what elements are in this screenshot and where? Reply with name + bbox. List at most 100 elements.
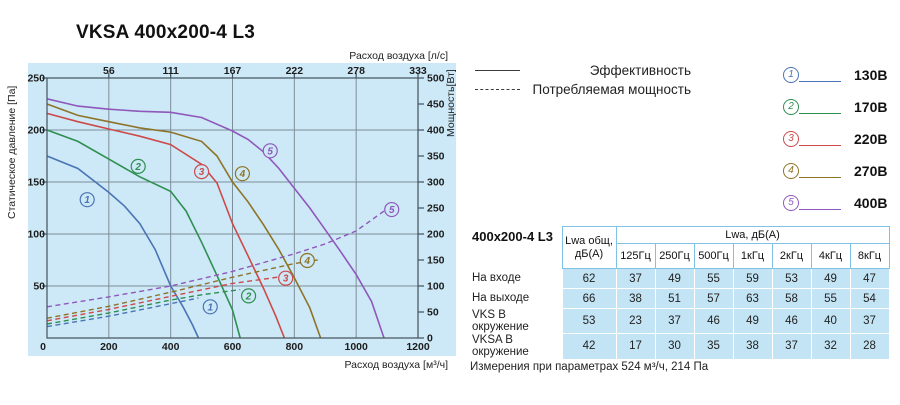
series-label-number: 4 xyxy=(239,169,246,180)
table-row: VKS В окружение 53 23 37 46 49 46 40 37 xyxy=(470,307,890,335)
axis-tick-label: 100 xyxy=(427,281,445,293)
series-label-number: 2 xyxy=(134,162,141,173)
voltage-number-circle-icon: 2 xyxy=(783,99,799,115)
voltage-legend-item: 4 270В xyxy=(783,155,887,187)
series-label-circle xyxy=(278,270,294,286)
table-cell: 58 xyxy=(771,288,812,309)
table-freq-header: 250Гц xyxy=(654,243,695,269)
voltage-color-line xyxy=(799,176,841,179)
measurement-note: Измерения при параметрах 524 м³/ч, 214 П… xyxy=(470,361,709,373)
series-label-circle xyxy=(193,163,210,180)
acoustic-table: 400x200-4 L3 Lwa общ, дБ(A) Lwa, дБ(A) 125Г… xyxy=(470,226,890,360)
voltage-color-line xyxy=(799,208,841,211)
voltage-legend-item: 1 130В xyxy=(783,59,887,91)
table-total-header: Lwa общ, дБ(A) xyxy=(561,226,617,269)
series-label-number: 5 xyxy=(389,205,395,216)
table-row: На выходе 66 38 51 57 63 58 55 54 xyxy=(470,288,890,309)
voltage-label: 130В xyxy=(854,67,888,83)
table-cell: 51 xyxy=(654,288,695,309)
table-cell: 30 xyxy=(654,333,695,360)
table-cell: 53 xyxy=(561,307,617,335)
table-cell: 49 xyxy=(810,268,851,289)
efficiency-label: Эффективность xyxy=(589,63,691,78)
table-cell: 23 xyxy=(615,307,656,335)
series-label-circle xyxy=(262,143,278,159)
line-style-legend: Эффективность Потребляемая мощность xyxy=(475,61,691,99)
y-right-axis-label: Мощность[Вт] xyxy=(445,69,457,137)
table-cell: 55 xyxy=(810,288,851,309)
axis-tick-label: 400 xyxy=(162,341,180,353)
voltage-color-line xyxy=(799,80,841,83)
table-cell: 63 xyxy=(732,288,773,309)
voltage-label: 270В xyxy=(854,163,888,179)
chart-panel: 0 200 400 600 800 1000 1200 56 111 167 222 278 333 50… xyxy=(27,63,456,356)
series-label-number: 3 xyxy=(283,274,289,285)
table-row-label: VKSA В окружение xyxy=(472,333,529,359)
axis-tick-label: 50 xyxy=(427,307,439,319)
table-cell: 37 xyxy=(771,333,812,360)
axis-tick-label: 350 xyxy=(427,151,445,163)
curve-4-solid xyxy=(46,103,322,339)
series-label-circle xyxy=(79,192,95,208)
acoustic-table-wrap: 400x200-4 L3 Lwa общ, дБ(A) Lwa, дБ(A) 125Г… xyxy=(470,226,890,360)
table-row-label: На выходе xyxy=(472,292,530,305)
voltage-legend: 1 130В 2 170В 3 220В 4 270В 5 400В xyxy=(783,59,887,219)
series-label-circle xyxy=(234,166,250,182)
curve-3-dashed xyxy=(46,275,285,322)
table-cell: 62 xyxy=(561,268,617,289)
axis-tick-label: 450 xyxy=(427,99,445,111)
table-product-label: 400x200-4 L3 xyxy=(472,228,553,244)
axis-tick-label: 333 xyxy=(409,65,427,77)
axis-tick-label: 278 xyxy=(347,65,365,77)
series-label-circle xyxy=(130,158,146,175)
curve-1-solid xyxy=(46,155,200,339)
axis-tick-label: 200 xyxy=(100,341,118,353)
voltage-label: 220В xyxy=(854,131,888,147)
curve-4-dashed xyxy=(46,258,321,319)
series-label-circle xyxy=(299,252,315,269)
table-cell: 37 xyxy=(654,307,695,335)
table-cell: 55 xyxy=(693,268,734,289)
table-cell: 35 xyxy=(693,333,734,360)
voltage-legend-item: 3 220В xyxy=(783,123,887,155)
voltage-label: 400В xyxy=(854,195,888,211)
axis-tick-label: 1000 xyxy=(344,341,368,353)
axis-tick-label: 300 xyxy=(427,177,445,189)
axis-tick-label: 56 xyxy=(103,65,115,77)
series-label-number: 2 xyxy=(245,291,252,302)
axis-tick-label: 200 xyxy=(27,125,45,137)
voltage-legend-item: 2 170В xyxy=(783,91,887,123)
table-cell: 47 xyxy=(849,268,890,289)
axis-tick-label: 400 xyxy=(427,125,445,137)
curve-2-dashed xyxy=(46,288,241,325)
y-left-axis-label: Статическое давление [Па] xyxy=(6,85,18,219)
voltage-number-circle-icon: 3 xyxy=(783,131,799,147)
table-group-header: Lwa, дБ(A) xyxy=(615,226,890,244)
dashed-line-sample xyxy=(475,89,520,90)
axis-tick-label: 200 xyxy=(427,229,445,241)
table-row-label: На входе xyxy=(472,272,521,285)
series-label-number: 3 xyxy=(199,167,205,178)
table-cell: 38 xyxy=(615,288,656,309)
table-cell: 53 xyxy=(771,268,812,289)
table-cell: 42 xyxy=(561,333,617,360)
axis-tick-label: 250 xyxy=(27,73,45,85)
table-cell: 49 xyxy=(654,268,695,289)
table-cell: 38 xyxy=(732,333,773,360)
table-cell: 57 xyxy=(693,288,734,309)
curve-3-solid xyxy=(46,112,286,339)
solid-line-sample xyxy=(475,70,520,71)
curve-5-dashed xyxy=(46,210,385,308)
curve-2-solid xyxy=(46,129,241,339)
axis-tick-label: 167 xyxy=(224,65,242,77)
axis-tick-label: 150 xyxy=(427,255,445,267)
axis-tick-label: 50 xyxy=(33,281,45,293)
axis-tick-label: 600 xyxy=(224,341,242,353)
axis-tick-label: 500 xyxy=(427,73,445,85)
axis-tick-label: 100 xyxy=(27,229,45,241)
series-label-circle xyxy=(384,201,400,218)
axis-tick-label: 150 xyxy=(27,177,45,189)
table-row: На входе 62 37 49 55 59 53 49 47 xyxy=(470,268,890,289)
